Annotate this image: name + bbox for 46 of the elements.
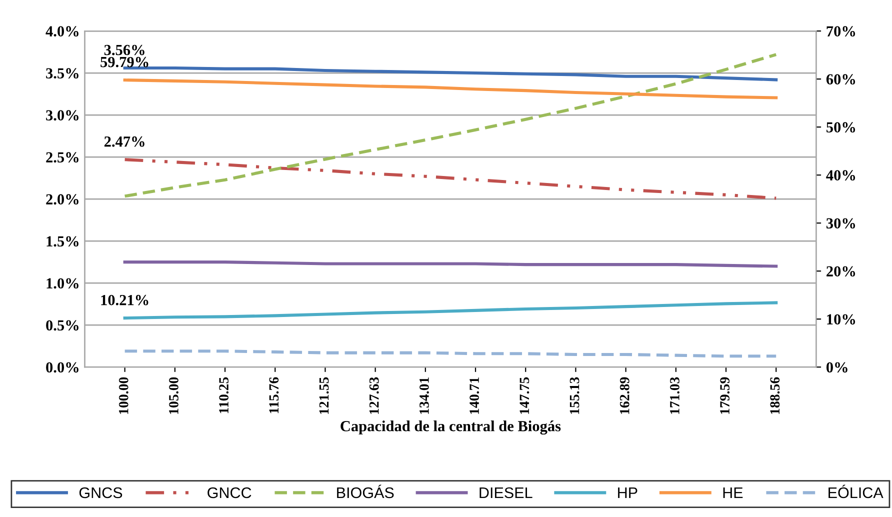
- x-tick-label: 147.75: [520, 377, 530, 414]
- x-tick-label: 127.63: [369, 377, 379, 414]
- y2-tick-label: 0%: [826, 362, 848, 373]
- x-tick-label: 100.00: [118, 377, 128, 414]
- x-tick-label: 179.59: [720, 377, 730, 414]
- y-tick-label: 1.0%: [46, 278, 78, 289]
- data-label: 3.56%: [104, 44, 144, 56]
- legend-label: BIOGÁS: [337, 484, 394, 498]
- x-tick-label: 115.76: [269, 377, 279, 414]
- data-label: 59.79%: [100, 56, 148, 68]
- x-axis-title: Capacidad de la central de Biogás: [340, 420, 561, 435]
- y2-tick-label: 40%: [826, 170, 856, 181]
- y2-tick-label: 20%: [826, 266, 856, 277]
- x-tick-label: 171.03: [670, 377, 680, 414]
- legend-label: HE: [723, 488, 743, 498]
- y-tick-label: 2.0%: [46, 194, 78, 205]
- legend-label: GNCC: [208, 487, 252, 498]
- x-tick-label: 105.00: [169, 377, 178, 414]
- line-series: [123, 66, 778, 82]
- x-tick-label: 155.13: [570, 377, 580, 414]
- y-tick-label: 4.0%: [46, 26, 78, 37]
- data-label: 10.21%: [101, 294, 148, 306]
- y-tick-label: 3.0%: [46, 110, 78, 121]
- line-series: [123, 158, 778, 200]
- y2-tick-label: 30%: [826, 218, 856, 229]
- y-tick-label: 0.5%: [46, 320, 78, 331]
- y2-tick-label: 10%: [827, 314, 856, 325]
- y-tick-label: 1.5%: [46, 236, 78, 247]
- y-tick-label: 0.0%: [46, 362, 78, 373]
- legend-label: EÓLICA: [828, 484, 884, 498]
- y-tick-label: 2.5%: [46, 152, 78, 163]
- legend-label: HP: [618, 488, 638, 498]
- x-tick-label: 121.55: [319, 377, 329, 414]
- legend-label: DIESEL: [480, 487, 532, 498]
- y2-tick-label: 60%: [826, 74, 856, 85]
- line-series: [123, 78, 778, 100]
- x-tick-label: 134.01: [420, 378, 429, 414]
- x-tick-label: 140.71: [470, 378, 480, 414]
- legend-label: GNCS: [79, 487, 122, 498]
- y2-tick-label: 50%: [826, 122, 856, 133]
- y-tick-label: 3.5%: [46, 68, 78, 79]
- x-tick-label: 188.56: [770, 377, 780, 414]
- x-tick-label: 162.89: [620, 377, 630, 414]
- data-label: 2.47%: [104, 136, 144, 147]
- y2-tick-label: 70%: [826, 26, 856, 37]
- x-tick-label: 110.25: [219, 377, 229, 414]
